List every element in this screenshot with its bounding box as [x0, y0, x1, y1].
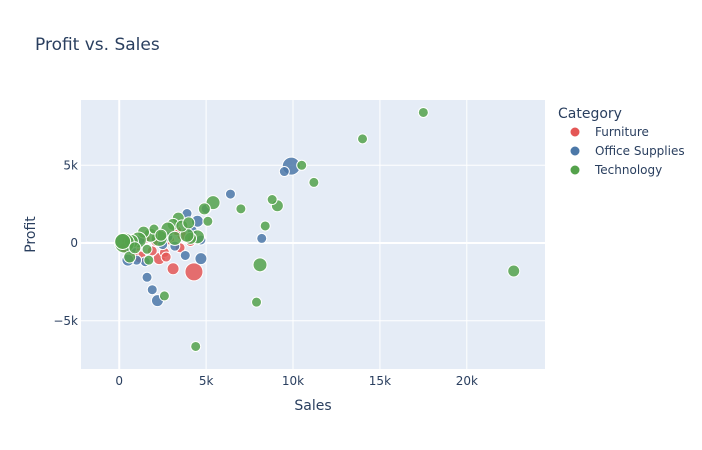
point-office-supplies[interactable]: [278, 166, 290, 178]
point-technology[interactable]: [251, 296, 263, 308]
point-technology[interactable]: [197, 202, 211, 216]
point-technology[interactable]: [296, 159, 308, 171]
legend-label-office-supplies[interactable]: Office Supplies: [595, 144, 685, 158]
point-furniture[interactable]: [184, 262, 204, 282]
point-technology[interactable]: [158, 290, 170, 302]
point-office-supplies[interactable]: [224, 188, 236, 200]
point-office-supplies[interactable]: [256, 232, 268, 244]
point-technology[interactable]: [266, 194, 278, 206]
legend-label-technology[interactable]: Technology: [594, 163, 662, 177]
x-tick-labels: 0 5k 10k 15k 20k: [115, 374, 478, 388]
point-technology[interactable]: [252, 257, 268, 273]
legend-marker-furniture[interactable]: [569, 126, 581, 138]
point-technology[interactable]: [259, 220, 271, 232]
point-technology[interactable]: [235, 203, 247, 215]
point-office-supplies[interactable]: [146, 284, 158, 296]
legend: Category Furniture Office Supplies Technol…: [558, 106, 685, 177]
legend-marker-technology[interactable]: [569, 164, 581, 176]
point-technology[interactable]: [154, 228, 168, 242]
point-office-supplies[interactable]: [141, 271, 153, 283]
point-office-supplies[interactable]: [194, 252, 208, 266]
x-tick-label: 15k: [369, 374, 391, 388]
point-technology[interactable]: [417, 106, 429, 118]
legend-title: Category: [558, 106, 622, 122]
x-axis-title: Sales: [294, 398, 331, 414]
point-technology[interactable]: [128, 241, 142, 255]
y-tick-label: −5k: [53, 314, 78, 328]
legend-label-furniture[interactable]: Furniture: [595, 125, 649, 139]
point-technology[interactable]: [202, 215, 214, 227]
chart-title: Profit vs. Sales: [35, 35, 160, 55]
x-tick-label: 20k: [456, 374, 478, 388]
x-tick-label: 5k: [199, 374, 214, 388]
y-axis-title: Profit: [23, 216, 39, 253]
data-points: [113, 106, 521, 352]
y-tick-label: 5k: [63, 158, 78, 172]
point-technology[interactable]: [357, 133, 369, 145]
y-tick-labels: −5k 0 5k: [53, 158, 78, 327]
point-technology[interactable]: [141, 243, 153, 255]
legend-marker-office-supplies[interactable]: [569, 145, 581, 157]
point-furniture[interactable]: [166, 262, 180, 276]
point-technology[interactable]: [507, 264, 521, 278]
point-technology[interactable]: [182, 216, 196, 230]
point-technology[interactable]: [114, 232, 132, 250]
y-tick-label: 0: [70, 236, 78, 250]
point-technology[interactable]: [308, 176, 320, 188]
x-tick-label: 10k: [282, 374, 304, 388]
x-tick-label: 0: [115, 374, 123, 388]
point-technology[interactable]: [190, 340, 202, 352]
point-technology[interactable]: [143, 254, 155, 266]
point-office-supplies[interactable]: [179, 249, 191, 261]
point-furniture[interactable]: [160, 251, 172, 263]
